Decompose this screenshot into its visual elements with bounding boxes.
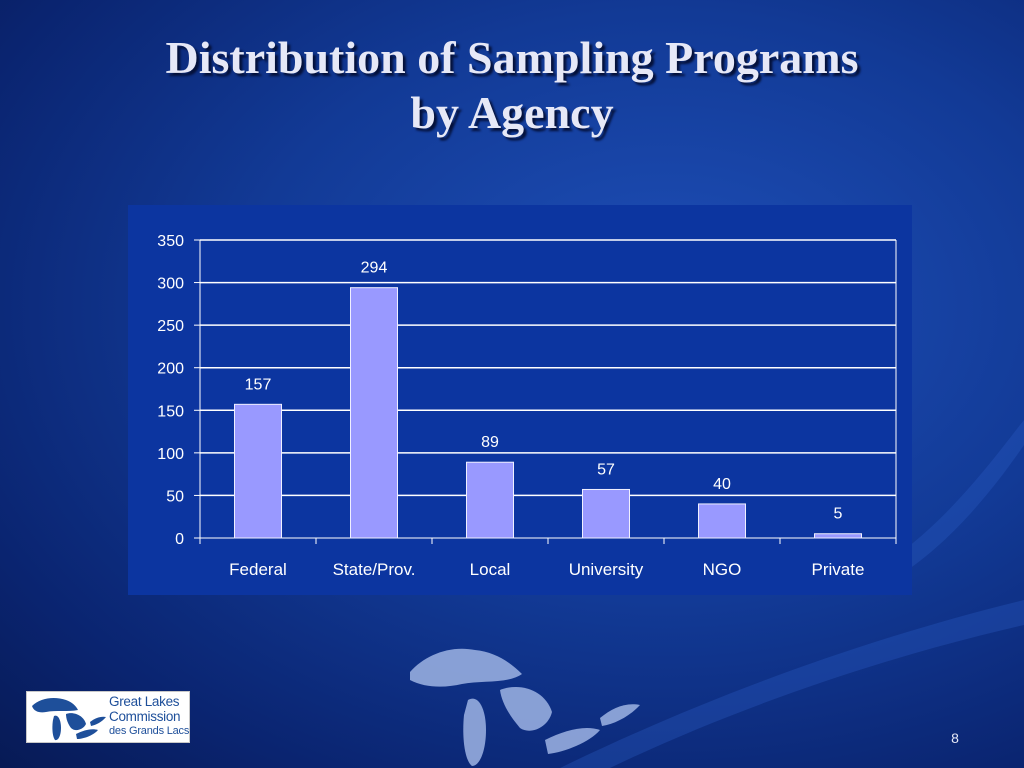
x-tick-label: State/Prov. (333, 560, 416, 579)
great-lakes-commission-logo: Great Lakes Commission des Grands Lacs (26, 691, 190, 743)
great-lakes-logo-icon (32, 698, 106, 741)
data-label: 40 (713, 476, 731, 493)
bar (814, 533, 862, 539)
x-tick-label: Local (470, 560, 511, 579)
y-tick-label: 200 (157, 361, 184, 378)
y-tick-label: 300 (157, 276, 184, 293)
data-label: 5 (834, 506, 843, 523)
data-label: 89 (481, 434, 499, 451)
bar (350, 287, 398, 539)
swoosh-decoration (890, 420, 1024, 575)
y-tick-label: 100 (157, 446, 184, 463)
great-lakes-map-icon (410, 648, 640, 766)
x-tick-label: NGO (703, 560, 742, 579)
data-label: 57 (597, 461, 615, 478)
bar (698, 503, 746, 539)
slide-number: 8 (951, 730, 959, 746)
y-tick-label: 50 (166, 488, 184, 505)
x-tick-label: University (569, 560, 644, 579)
y-tick-label: 0 (175, 531, 184, 548)
bar (582, 488, 630, 539)
slide-title: Distribution of Sampling Programs by Age… (0, 30, 1024, 140)
x-tick-label: Federal (229, 560, 287, 579)
logo-text: Great Lakes Commission des Grands Lacs (109, 694, 189, 739)
title-line-1: Distribution of Sampling Programs (165, 32, 859, 83)
y-tick-label: 150 (157, 403, 184, 420)
data-label: 294 (361, 260, 388, 277)
x-tick-label: Private (812, 560, 865, 579)
data-label: 157 (245, 376, 272, 393)
swoosh-decoration (560, 600, 1024, 768)
title-line-2: by Agency (410, 87, 614, 138)
y-tick-label: 350 (157, 233, 184, 250)
logo-line-1: Great Lakes (109, 694, 180, 709)
bar (466, 461, 514, 539)
bar (234, 403, 282, 539)
y-tick-label: 250 (157, 318, 184, 335)
logo-line-3: des Grands Lacs (109, 725, 190, 737)
logo-line-2: Commission (109, 709, 181, 724)
